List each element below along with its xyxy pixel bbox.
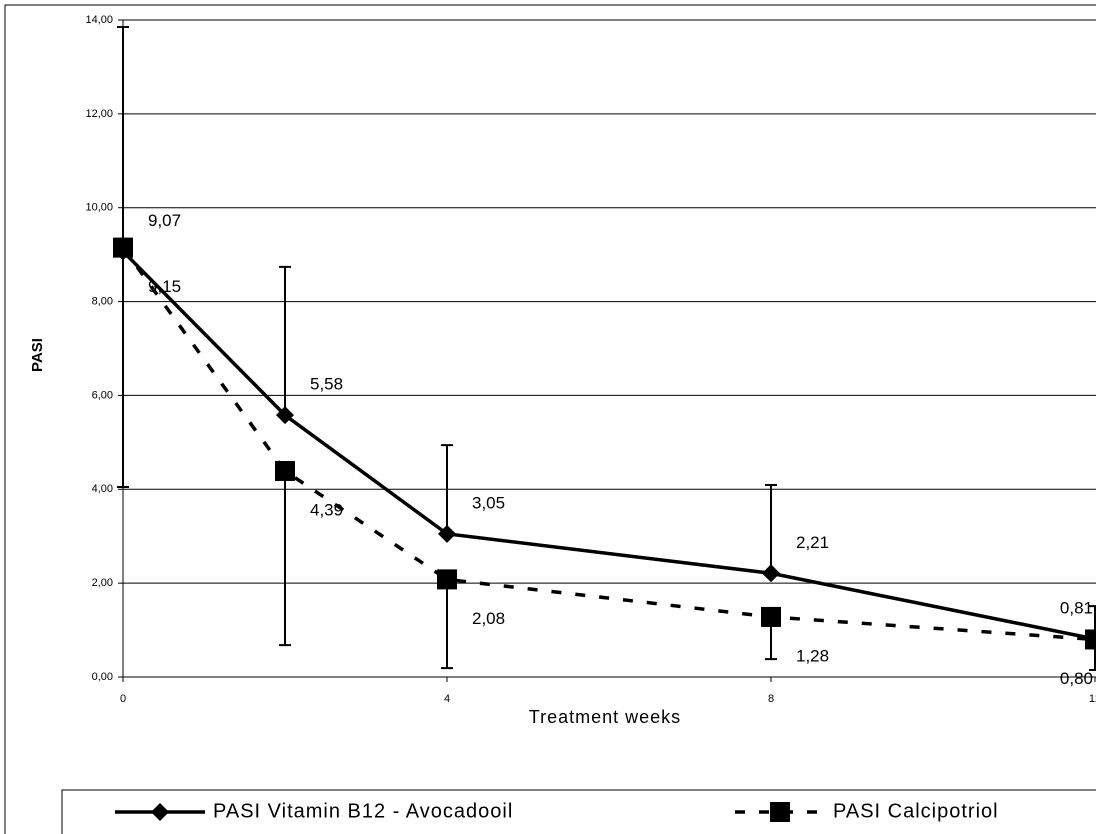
marker-square xyxy=(113,237,133,258)
x-tick-label: 4 xyxy=(444,693,450,705)
data-label: 1,28 xyxy=(796,646,829,665)
marker-square xyxy=(770,802,790,822)
chart-border xyxy=(4,4,1096,834)
y-tick-label: 10,00 xyxy=(85,202,113,214)
y-tick-label: 12,00 xyxy=(85,108,113,120)
x-tick-label: 0 xyxy=(120,693,126,705)
error-bar xyxy=(279,265,291,416)
y-tick-label: 0,00 xyxy=(92,671,113,683)
x-tick-label: 12 xyxy=(1089,693,1096,705)
error-bar xyxy=(117,247,129,488)
y-tick-label: 14,00 xyxy=(85,14,113,26)
marker-square xyxy=(437,569,457,590)
data-label: 2,08 xyxy=(472,609,505,628)
data-label: 0,81 xyxy=(1060,598,1093,617)
legend-label: PASI Vitamin B12 - Avocadooil xyxy=(213,800,513,822)
series-line xyxy=(121,250,1096,641)
series-line xyxy=(121,246,1096,642)
marker-diamond xyxy=(276,406,294,425)
marker-square xyxy=(761,606,781,627)
marker-diamond xyxy=(151,803,169,821)
y-tick-label: 2,00 xyxy=(92,577,113,589)
data-label: 5,58 xyxy=(310,375,343,394)
error-bar xyxy=(117,26,129,252)
y-tick-label: 6,00 xyxy=(92,389,113,401)
marker-square xyxy=(275,460,295,481)
marker-diamond xyxy=(762,564,780,583)
data-label: 4,39 xyxy=(310,500,343,519)
x-tick-label: 8 xyxy=(768,693,774,705)
data-label: 0,80 xyxy=(1060,669,1093,688)
marker-diamond xyxy=(438,524,456,543)
marker-square xyxy=(1085,629,1096,650)
x-axis-title: Treatment weeks xyxy=(529,707,681,727)
error-bar xyxy=(279,470,291,647)
data-label: 2,21 xyxy=(796,533,829,552)
error-bar xyxy=(441,444,453,534)
legend-label: PASI Calcipotriol xyxy=(833,800,999,822)
y-axis-title: PASI xyxy=(29,338,46,372)
data-label: 3,05 xyxy=(472,493,505,512)
error-bar xyxy=(765,484,777,574)
data-label: 9,07 xyxy=(148,211,181,230)
error-bar xyxy=(441,579,453,670)
y-tick-label: 8,00 xyxy=(92,295,113,307)
legend-box xyxy=(61,789,1096,834)
y-tick-label: 4,00 xyxy=(92,483,113,495)
data-label: 9,15 xyxy=(148,277,181,296)
